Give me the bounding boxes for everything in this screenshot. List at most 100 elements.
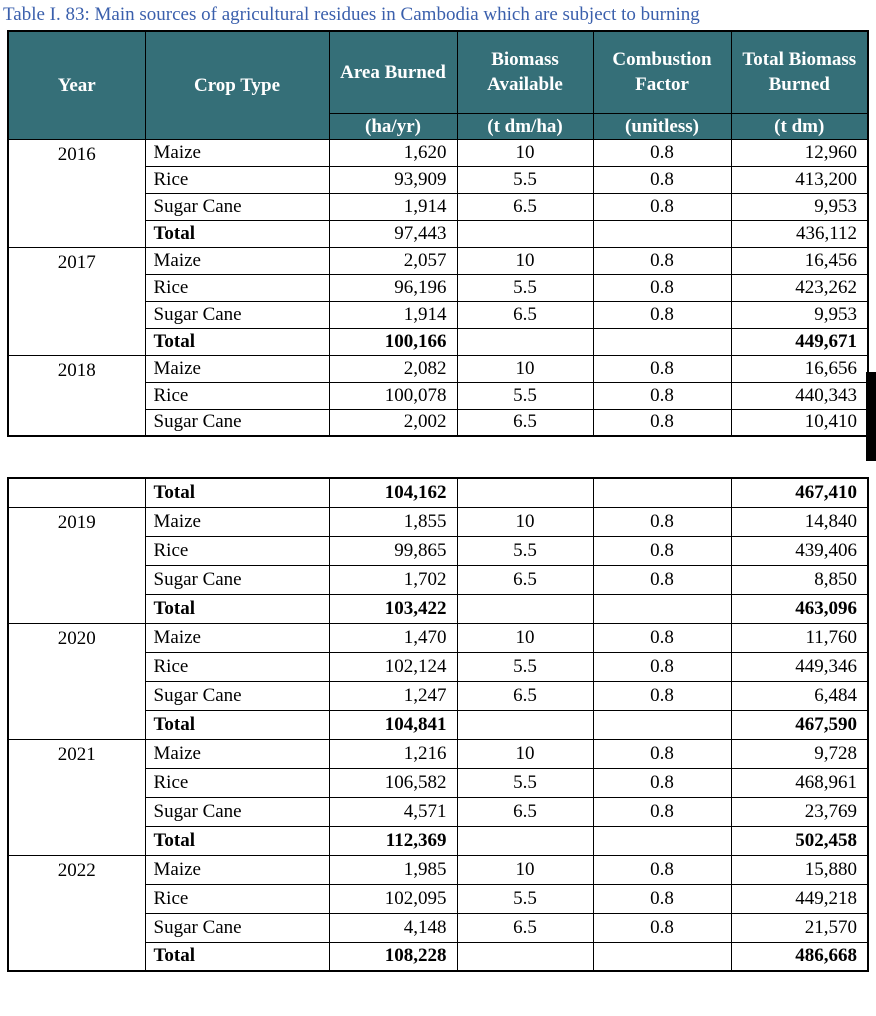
total-biomass-cell: 436,112: [730, 219, 869, 248]
combustion-factor-cell: [592, 327, 732, 356]
crop-cell: Sugar Cane: [144, 192, 330, 221]
area-burned-cell: 4,571: [328, 796, 458, 827]
units-row: (ha/yr) (t dm/ha) (unitless) (t dm): [8, 112, 869, 140]
total-row: Total 100,166 449,671: [8, 327, 869, 356]
table-row: Rice 99,865 5.5 0.8 439,406: [8, 535, 869, 566]
combustion-factor-cell: 0.8: [592, 738, 732, 769]
table-row: 2016 Maize 1,620 10 0.8 12,960: [7, 138, 869, 248]
unit-area-burned: (ha/yr): [328, 112, 458, 140]
col-header-area-burned: Area Burned: [328, 30, 458, 114]
combustion-factor-cell: 0.8: [592, 408, 732, 437]
area-burned-cell: 2,082: [328, 354, 458, 383]
crop-cell: Rice: [144, 767, 330, 798]
area-burned-cell: 2,057: [328, 246, 458, 275]
area-burned-cell: 102,095: [328, 883, 458, 914]
combustion-factor-cell: 0.8: [592, 165, 732, 194]
total-biomass-cell: 413,200: [730, 165, 869, 194]
area-burned-cell: 106,582: [328, 767, 458, 798]
combustion-factor-cell: 0.8: [592, 883, 732, 914]
area-burned-cell: 1,620: [328, 138, 458, 167]
biomass-available-cell: 6.5: [456, 408, 594, 437]
combustion-factor-cell: [592, 219, 732, 248]
combustion-factor-cell: 0.8: [592, 622, 732, 653]
biomass-available-cell: 5.5: [456, 651, 594, 682]
biomass-available-cell: 5.5: [456, 165, 594, 194]
area-burned-cell: 103,422: [328, 593, 458, 624]
combustion-factor-cell: 0.8: [592, 796, 732, 827]
col-header-year: Year: [7, 30, 146, 140]
combustion-factor-cell: 0.8: [592, 767, 732, 798]
crop-cell: Sugar Cane: [144, 912, 330, 943]
total-biomass-cell: 467,590: [730, 709, 869, 740]
crop-cell: Rice: [144, 535, 330, 566]
total-row: Total 103,422 463,096: [8, 593, 869, 624]
total-biomass-cell: 11,760: [730, 622, 869, 653]
table-row: Sugar Cane 4,571 6.5 0.8 23,769: [8, 796, 869, 827]
biomass-available-cell: [456, 593, 594, 624]
crop-cell: Rice: [144, 651, 330, 682]
combustion-factor-cell: [592, 709, 732, 740]
table-row: 2019 Maize 1,855 10 0.8 14,840: [7, 506, 869, 624]
total-biomass-cell: 463,096: [730, 593, 869, 624]
year-cell: [7, 477, 146, 508]
biomass-available-cell: 5.5: [456, 767, 594, 798]
year-cell: 2020: [7, 622, 146, 740]
combustion-factor-cell: 0.8: [592, 854, 732, 885]
biomass-available-cell: 10: [456, 138, 594, 167]
area-burned-cell: 97,443: [328, 219, 458, 248]
biomass-available-cell: 6.5: [456, 680, 594, 711]
combustion-factor-cell: [592, 825, 732, 856]
crop-cell: Maize: [144, 738, 330, 769]
total-row: Total 108,228 486,668: [8, 941, 869, 972]
combustion-factor-cell: 0.8: [592, 506, 732, 537]
crop-cell: Total: [144, 477, 330, 508]
crop-cell: Total: [144, 593, 330, 624]
biomass-available-cell: [456, 219, 594, 248]
biomass-available-cell: [456, 477, 594, 508]
area-burned-cell: 1,914: [328, 192, 458, 221]
crop-cell: Total: [144, 825, 330, 856]
crop-cell: Sugar Cane: [144, 796, 330, 827]
crop-cell: Total: [144, 709, 330, 740]
combustion-factor-cell: 0.8: [592, 651, 732, 682]
crop-cell: Sugar Cane: [144, 300, 330, 329]
crop-cell: Rice: [144, 165, 330, 194]
area-burned-cell: 100,166: [328, 327, 458, 356]
total-biomass-cell: 15,880: [730, 854, 869, 885]
area-burned-cell: 1,855: [328, 506, 458, 537]
total-biomass-cell: 16,656: [730, 354, 869, 383]
combustion-factor-cell: 0.8: [592, 138, 732, 167]
area-burned-cell: 1,247: [328, 680, 458, 711]
biomass-available-cell: 6.5: [456, 796, 594, 827]
area-burned-cell: 1,985: [328, 854, 458, 885]
year-cell: 2022: [7, 854, 146, 972]
crop-cell: Maize: [144, 354, 330, 383]
crop-cell: Maize: [144, 246, 330, 275]
biomass-available-cell: [456, 327, 594, 356]
area-burned-cell: 100,078: [328, 381, 458, 410]
biomass-available-cell: 6.5: [456, 912, 594, 943]
year-cell: 2018: [7, 354, 146, 437]
biomass-available-cell: 10: [456, 622, 594, 653]
crop-cell: Maize: [144, 138, 330, 167]
crop-cell: Total: [144, 941, 330, 972]
table-row: Rice 106,582 5.5 0.8 468,961: [8, 767, 869, 798]
biomass-available-cell: [456, 709, 594, 740]
total-row: Total 112,369 502,458: [8, 825, 869, 856]
col-header-total-biomass-burned: Total Biomass Burned: [730, 30, 869, 114]
table-row: 2021 Maize 1,216 10 0.8 9,728: [7, 738, 869, 856]
table-row: Rice 93,909 5.5 0.8 413,200: [8, 165, 869, 194]
total-biomass-cell: 9,953: [730, 300, 869, 329]
col-header-crop-type: Crop Type: [144, 30, 330, 140]
biomass-available-cell: [456, 941, 594, 972]
table-row: Rice 96,196 5.5 0.8 423,262: [8, 273, 869, 302]
crop-cell: Total: [144, 219, 330, 248]
biomass-available-cell: 10: [456, 738, 594, 769]
year-cell: 2017: [7, 246, 146, 356]
area-burned-cell: 1,702: [328, 564, 458, 595]
table-row: 2022 Maize 1,985 10 0.8 15,880: [7, 854, 869, 972]
total-biomass-cell: 449,346: [730, 651, 869, 682]
total-biomass-cell: 14,840: [730, 506, 869, 537]
crop-cell: Maize: [144, 854, 330, 885]
biomass-available-cell: 5.5: [456, 273, 594, 302]
